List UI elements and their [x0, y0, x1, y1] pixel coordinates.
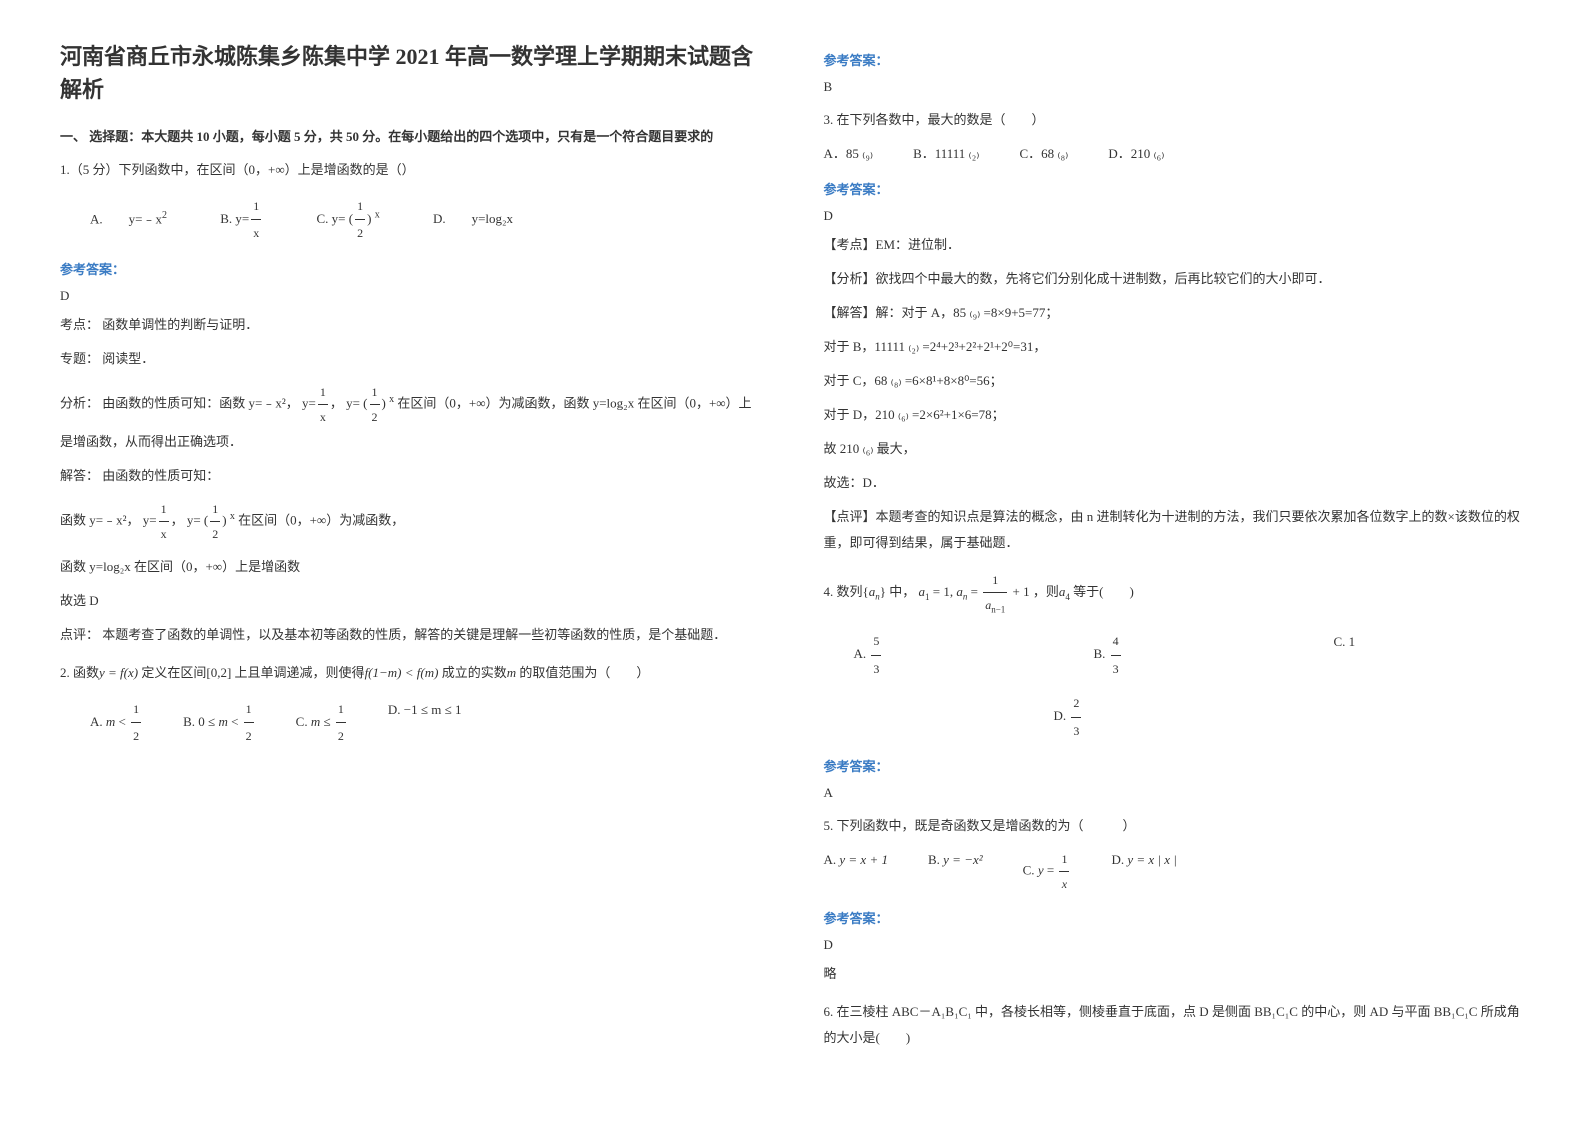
section-1-header: 一、 选择题：本大题共 10 小题，每小题 5 分，共 50 分。在每小题给出的… [60, 126, 764, 145]
q5-opt-c: C. y = 1x [1023, 847, 1072, 896]
q1-kaodian: 考点： 函数单调性的判断与证明． [60, 312, 764, 338]
q3-kaodian: 【考点】EM：进位制． [824, 232, 1528, 258]
question-2: 2. 函数y = f(x) 定义在区间[0,2] 上且单调递减，则使得f(1−m… [60, 660, 764, 750]
right-column: 参考答案： B 3. 在下列各数中，最大的数是（ ） A．85 ₍₉₎ B．11… [824, 40, 1528, 1063]
q1-opt-a: A. y=﹣x2 [90, 205, 167, 234]
q4-options: A. 53 B. 43 C. 1 D. 23 [854, 628, 1528, 744]
q5-opt-a: A. y = x + 1 [824, 847, 888, 896]
q2-opt-c: C. m ≤ 12 [296, 696, 348, 750]
q6-stem: 6. 在三棱柱 ABC－A₁B₁C₁ 中，各棱长相等，侧棱垂直于底面，点 D 是… [824, 999, 1528, 1051]
left-column: 河南省商丘市永城陈集乡陈集中学 2021 年高一数学理上学期期末试题含解析 一、… [60, 40, 764, 1063]
q1-answer: D [60, 288, 764, 304]
question-6: 6. 在三棱柱 ABC－A₁B₁C₁ 中，各棱长相等，侧棱垂直于底面，点 D 是… [824, 999, 1528, 1051]
q1-zhuanti: 专题： 阅读型． [60, 346, 764, 372]
answer-label-4: 参考答案： [824, 756, 1528, 775]
q4-answer: A [824, 785, 1528, 801]
q3-fenxi: 【分析】欲找四个中最大的数，先将它们分别化成十进制数，后再比较它们的大小即可． [824, 266, 1528, 292]
q1-options: A. y=﹣x2 B. y=1x C. y= (12) x D. y=log₂x [90, 193, 764, 247]
q3-jd5: 故选：D． [824, 470, 1528, 496]
q1-jieda-label: 解答： 由函数的性质可知： [60, 463, 764, 489]
q3-jd1: 对于 B，11111 ₍₂₎ =2⁴+2³+2²+2¹+2⁰=31， [824, 334, 1528, 360]
exam-page: 河南省商丘市永城陈集乡陈集中学 2021 年高一数学理上学期期末试题含解析 一、… [60, 40, 1527, 1063]
q1-jieda-2: 函数 y=﹣x²， y=1x， y= (12) x 在区间（0，+∞）为减函数， [60, 497, 764, 546]
q1-opt-b: B. y=1x [220, 193, 263, 247]
answer-label-2: 参考答案： [824, 50, 1528, 69]
q5-opt-b: B. y = −x² [928, 847, 983, 896]
q2-options: A. m < 12 B. 0 ≤ m < 12 C. m ≤ 12 D. −1 … [90, 696, 764, 750]
q5-answer: D [824, 937, 1528, 953]
q3-jd0: 【解答】解：对于 A，85 ₍₉₎ =8×9+5=77； [824, 300, 1528, 326]
q1-stem: 1.（5 分）下列函数中，在区间（0，+∞）上是增函数的是（） [60, 157, 764, 183]
q3-jd3: 对于 D，210 ₍₆₎ =2×6²+1×6=78； [824, 402, 1528, 428]
q1-opt-c: C. y= (12) x [317, 193, 380, 247]
exam-title: 河南省商丘市永城陈集乡陈集中学 2021 年高一数学理上学期期末试题含解析 [60, 40, 764, 106]
q2-opt-b: B. 0 ≤ m < 12 [183, 696, 256, 750]
q3-opt-a: A．85 ₍₉₎ [824, 141, 874, 167]
q1-opt-d: D. y=log₂x [433, 205, 513, 234]
q3-options: A．85 ₍₉₎ B．11111 ₍₂₎ C．68 ₍₈₎ D．210 ₍₆₎ [824, 141, 1528, 167]
q4-opt-d: D. 23 [1054, 708, 1084, 723]
q4-opt-b: B. 43 [1094, 628, 1294, 682]
question-3: 3. 在下列各数中，最大的数是（ ） A．85 ₍₉₎ B．11111 ₍₂₎ … [824, 107, 1528, 167]
answer-label-5: 参考答案： [824, 908, 1528, 927]
q4-opt-c: C. 1 [1334, 628, 1356, 682]
q5-extra: 略 [824, 961, 1528, 987]
question-5: 5. 下列函数中，既是奇函数又是增函数的为（ ） A. y = x + 1 B.… [824, 813, 1528, 896]
q3-answer: D [824, 208, 1528, 224]
q4-stem: 4. 数列{an} 中， a1 = 1, an = 1an−1 + 1 ，则a4… [824, 568, 1528, 618]
q3-opt-b: B．11111 ₍₂₎ [913, 141, 979, 167]
answer-label: 参考答案： [60, 259, 764, 278]
q2-opt-a: A. m < 12 [90, 696, 143, 750]
q1-dianping: 点评： 本题考查了函数的单调性，以及基本初等函数的性质，解答的关键是理解一些初等… [60, 622, 764, 648]
answer-label-3: 参考答案： [824, 179, 1528, 198]
q5-stem: 5. 下列函数中，既是奇函数又是增函数的为（ ） [824, 813, 1528, 839]
q3-opt-d: D．210 ₍₆₎ [1108, 141, 1164, 167]
q1-jieda-3: 函数 y=log₂x 在区间（0，+∞）上是增函数 [60, 554, 764, 580]
q2-answer: B [824, 79, 1528, 95]
q3-stem: 3. 在下列各数中，最大的数是（ ） [824, 107, 1528, 133]
q3-opt-c: C．68 ₍₈₎ [1019, 141, 1068, 167]
q3-jd2: 对于 C，68 ₍₈₎ =6×8¹+8×8⁰=56； [824, 368, 1528, 394]
q5-opt-d: D. y = x | x | [1111, 847, 1176, 896]
q4-opt-a: A. 53 [854, 628, 1054, 682]
q2-opt-d: D. −1 ≤ m ≤ 1 [388, 696, 462, 750]
q2-stem: 2. 函数y = f(x) 定义在区间[0,2] 上且单调递减，则使得f(1−m… [60, 660, 764, 686]
question-1: 1.（5 分）下列函数中，在区间（0，+∞）上是增函数的是（） A. y=﹣x2… [60, 157, 764, 247]
q1-fenxi: 分析： 由函数的性质可知：函数 y=﹣x²， y=1x， y= (12) x 在… [60, 380, 764, 455]
q1-jieda-4: 故选 D [60, 588, 764, 614]
q5-options: A. y = x + 1 B. y = −x² C. y = 1x D. y =… [824, 847, 1528, 896]
q3-jd4: 故 210 ₍₆₎ 最大， [824, 436, 1528, 462]
question-4: 4. 数列{an} 中， a1 = 1, an = 1an−1 + 1 ，则a4… [824, 568, 1528, 744]
q3-dianping: 【点评】本题考查的知识点是算法的概念，由 n 进制转化为十进制的方法，我们只要依… [824, 504, 1528, 556]
